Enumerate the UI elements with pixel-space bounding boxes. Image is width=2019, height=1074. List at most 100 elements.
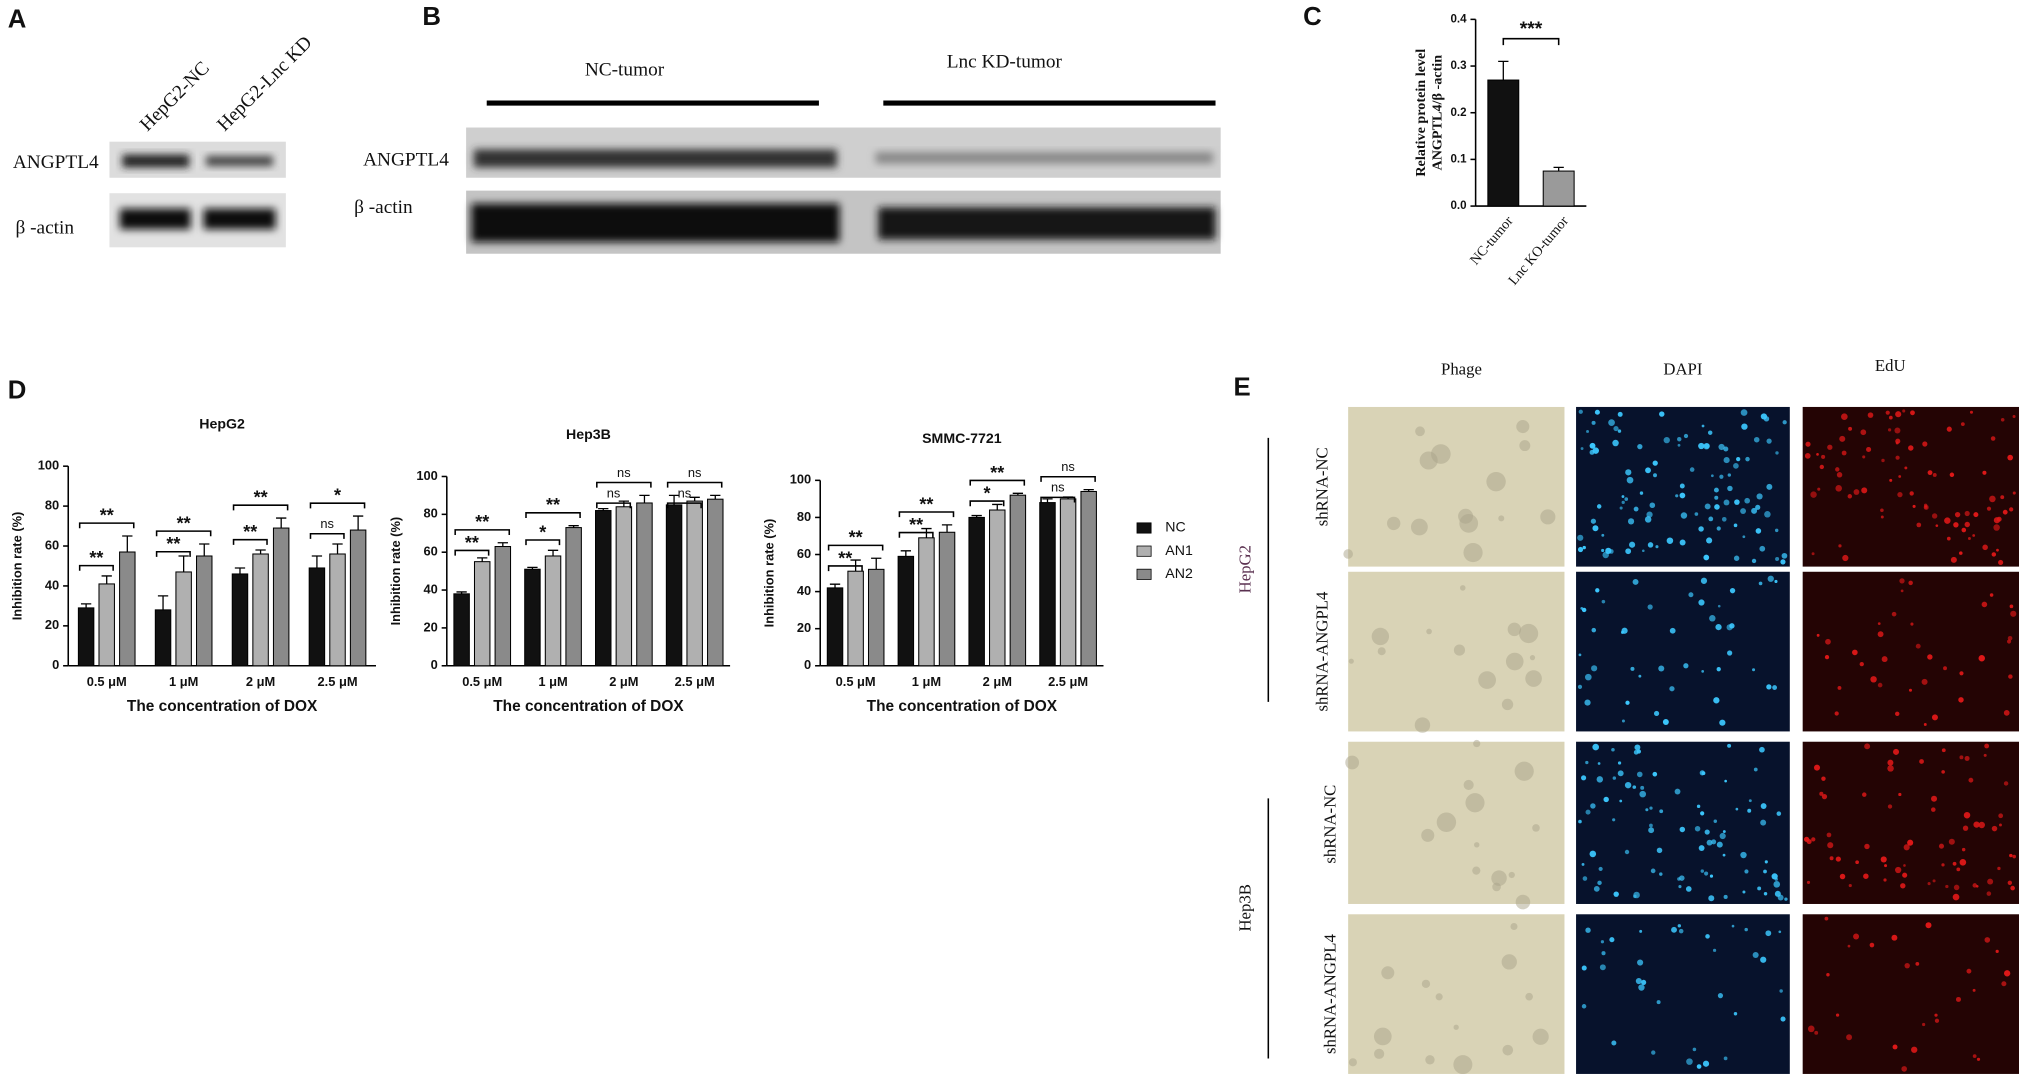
sig-bracket [666, 481, 723, 488]
cell [1842, 554, 1849, 562]
error-bar [332, 543, 343, 554]
x-tick-label: 2 μM [246, 674, 275, 689]
legend-swatch [1136, 545, 1152, 557]
cell [1864, 843, 1870, 850]
cell [1763, 869, 1767, 874]
cell [1617, 411, 1623, 417]
cell [1742, 890, 1746, 894]
error-bar [199, 543, 210, 556]
cell [1653, 710, 1660, 717]
sig-label: * [539, 522, 546, 542]
bar [231, 573, 249, 667]
error-bar [598, 508, 609, 511]
sig-label: ns [1051, 480, 1065, 495]
cell [1580, 775, 1587, 781]
cell [1853, 933, 1860, 940]
x-tick-label: 0.5 μM [462, 674, 502, 689]
cell [1972, 883, 1978, 888]
cell [1723, 894, 1728, 900]
texture [1515, 894, 1531, 910]
cell [2003, 970, 2011, 977]
cell [1938, 843, 1945, 849]
cell [1626, 476, 1634, 484]
cell [1632, 785, 1637, 789]
cell [1962, 825, 1969, 831]
cell [1898, 792, 1902, 797]
cell [1578, 819, 1582, 824]
y-tick-label: 40 [797, 583, 811, 598]
cell [1996, 516, 2002, 522]
bar [196, 555, 213, 667]
cell [1677, 437, 1682, 442]
cell [1698, 599, 1705, 606]
cell [1619, 506, 1623, 510]
cell [1611, 747, 1615, 752]
cell [1986, 891, 1992, 896]
error-bar [1083, 488, 1094, 492]
bar [272, 527, 290, 667]
x-tick-label: 2 μM [983, 674, 1012, 689]
cell [1704, 443, 1710, 449]
texture [1426, 628, 1432, 635]
micrograph [1802, 741, 2019, 904]
cell [1617, 770, 1624, 777]
error-bar [1553, 166, 1564, 172]
cell [1881, 458, 1885, 463]
panel-label: E [1234, 374, 1251, 402]
cell [1715, 623, 1722, 631]
error-bar [1012, 492, 1024, 496]
cell [1995, 949, 1999, 954]
error-bar [568, 525, 579, 528]
sig-bracket [78, 522, 135, 529]
cell [1978, 821, 1985, 829]
sig-bracket [898, 531, 934, 538]
sig-label: ** [546, 495, 560, 515]
cell [1735, 807, 1739, 811]
cell [1811, 552, 1815, 556]
texture [1414, 717, 1431, 733]
cell [1908, 580, 1913, 586]
y-tick-label: 60 [423, 544, 437, 559]
sig-label: ns [688, 465, 702, 480]
y-tick-label: 0 [431, 657, 438, 672]
cell [1706, 537, 1713, 544]
cell [1713, 697, 1720, 704]
y-tick-label: 20 [423, 619, 437, 634]
texture [1453, 644, 1466, 656]
cell [1679, 492, 1686, 499]
cell [1775, 556, 1780, 561]
cell [1679, 826, 1686, 833]
cell [1683, 663, 1689, 669]
y-tick-label: 80 [423, 506, 437, 521]
texture [1508, 871, 1515, 879]
cell [1723, 1056, 1728, 1061]
sig-label: * [334, 486, 341, 506]
cell [1780, 1016, 1786, 1022]
cell [1589, 442, 1596, 449]
cell [1877, 631, 1884, 638]
sig-label: ns [617, 465, 631, 480]
texture [1453, 1024, 1459, 1030]
cell [1824, 916, 1829, 921]
cell [1677, 924, 1682, 928]
sig-label: ns [320, 516, 334, 531]
cell [1581, 607, 1587, 613]
error-bar [80, 603, 92, 608]
cell [1734, 499, 1740, 505]
texture [1507, 622, 1522, 637]
cell [1733, 555, 1740, 561]
error-bar [497, 542, 508, 547]
cell [1835, 1013, 1840, 1017]
cell [1821, 776, 1826, 781]
cell [1678, 885, 1682, 889]
cell [1714, 495, 1719, 500]
cell [1915, 962, 1920, 966]
cell [1819, 791, 1824, 796]
texture [1463, 542, 1483, 563]
sig-label: ** [475, 512, 489, 532]
cell [1674, 788, 1681, 795]
sig-bracket [454, 549, 490, 556]
cell [1677, 877, 1681, 881]
cell [1617, 761, 1622, 765]
cell [1838, 544, 1842, 548]
